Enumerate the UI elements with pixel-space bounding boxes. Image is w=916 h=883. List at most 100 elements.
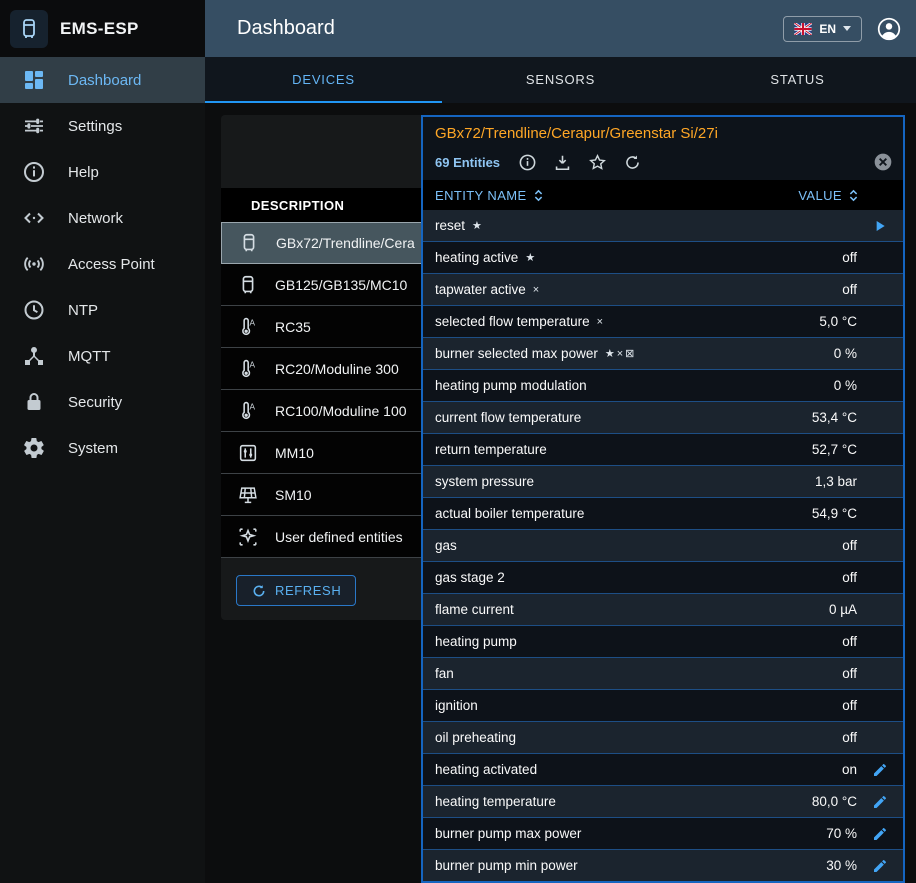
device-full-name: GBx72/Trendline/Cerapur/Greenstar Si/27i — [435, 125, 718, 142]
mixer-icon — [237, 442, 259, 464]
device-name: GB125/GB135/MC10 — [275, 276, 408, 293]
entity-value: 80,0 °C — [811, 794, 857, 809]
entity-row: fan off — [423, 658, 903, 690]
sidebar-item-settings[interactable]: Settings — [0, 103, 205, 149]
sidebar-item-label: Network — [68, 209, 124, 227]
tab-sensors[interactable]: SENSORS — [525, 71, 596, 87]
entity-value: 54,9 °C — [811, 506, 857, 521]
sidebar-item-mqtt[interactable]: MQTT — [0, 333, 205, 379]
entity-row: heating pump off — [423, 626, 903, 658]
entity-name: oil preheating — [435, 730, 517, 745]
sidebar-item-help[interactable]: Help — [0, 149, 205, 195]
sidebar-item-label: Access Point — [68, 255, 155, 273]
tab-status[interactable]: STATUS — [770, 71, 825, 87]
edit-icon[interactable] — [872, 794, 888, 810]
svg-text:A: A — [249, 318, 255, 327]
device-name: User defined entities — [275, 528, 403, 545]
edit-icon[interactable] — [872, 762, 888, 778]
entity-name: heating active — [435, 250, 519, 265]
page-title: Dashboard — [237, 17, 335, 39]
entity-name: return temperature — [435, 442, 547, 457]
entity-action-cell — [857, 794, 903, 810]
sidebar-item-label: MQTT — [68, 347, 111, 365]
tab-bar: DEVICES SENSORS STATUS — [205, 57, 916, 103]
entities-count: 69 Entities — [435, 154, 501, 170]
sort-name-icon[interactable] — [531, 188, 546, 203]
sidebar-item-label: Help — [68, 163, 99, 181]
sidebar-item-ntp[interactable]: NTP — [0, 287, 205, 333]
svg-text:A: A — [249, 360, 255, 369]
entity-name: system pressure — [435, 474, 535, 489]
sidebar-item-label: System — [68, 439, 119, 457]
entity-row: oil preheating off — [423, 722, 903, 754]
entity-name: fan — [435, 666, 454, 681]
entity-name: burner pump max power — [435, 826, 582, 841]
chevron-down-icon — [843, 26, 851, 31]
device-name: SM10 — [275, 486, 312, 503]
entity-value: 0 µA — [828, 602, 857, 617]
entity-name-column-header: ENTITY NAME — [435, 187, 527, 203]
svg-text:A: A — [249, 402, 255, 411]
entity-flag-icons: ★ — [472, 220, 484, 232]
refresh-button[interactable]: REFRESH — [236, 575, 357, 606]
entity-value: off — [842, 698, 857, 713]
entity-name: burner pump min power — [435, 858, 578, 873]
gear-icon — [22, 436, 46, 460]
entity-row: reset ★ — [423, 210, 903, 242]
entity-value: 1,3 bar — [814, 474, 857, 489]
entity-row: heating active ★ off — [423, 242, 903, 274]
download-icon[interactable] — [553, 153, 572, 172]
info-icon[interactable] — [518, 153, 537, 172]
tab-devices[interactable]: DEVICES — [205, 57, 442, 103]
entity-name: heating pump — [435, 634, 517, 649]
custom-entities-icon — [237, 526, 259, 548]
tune-icon — [22, 114, 46, 138]
lock-icon — [22, 390, 46, 414]
solar-icon — [237, 484, 259, 506]
entity-action-cell — [857, 762, 903, 778]
entity-name: heating temperature — [435, 794, 556, 809]
entity-name: current flow temperature — [435, 410, 582, 425]
entity-name: burner selected max power — [435, 346, 598, 361]
device-name: RC100/Moduline 100 — [275, 402, 407, 419]
boiler-icon — [237, 274, 259, 296]
entity-name: reset — [435, 218, 466, 233]
entity-value: off — [842, 666, 857, 681]
account-icon[interactable] — [876, 16, 902, 42]
entity-row: burner pump min power 30 % — [423, 850, 903, 881]
thermostat-icon: A — [237, 400, 259, 422]
reload-icon[interactable] — [623, 153, 642, 172]
entity-value: 53,4 °C — [811, 410, 857, 425]
language-selector[interactable]: EN — [783, 15, 862, 42]
boiler-icon — [238, 232, 260, 254]
sidebar-item-label: Settings — [68, 117, 123, 135]
sidebar-item-label: NTP — [68, 301, 98, 319]
app-title: EMS-ESP — [60, 18, 139, 38]
sidebar-item-access-point[interactable]: Access Point — [0, 241, 205, 287]
entity-row: burner selected max power ★×⊠ 0 % — [423, 338, 903, 370]
entity-value: off — [842, 730, 857, 745]
entity-value: on — [841, 762, 857, 777]
entity-value: off — [842, 250, 857, 265]
sidebar-item-network[interactable]: Network — [0, 195, 205, 241]
entity-value: 0 % — [833, 346, 857, 361]
sidebar-item-label: Security — [68, 393, 123, 411]
entity-value: off — [842, 538, 857, 553]
entity-row: heating temperature 80,0 °C — [423, 786, 903, 818]
entity-row: flame current 0 µA — [423, 594, 903, 626]
sidebar-item-system[interactable]: System — [0, 425, 205, 471]
sort-value-icon[interactable] — [846, 188, 861, 203]
close-icon[interactable] — [873, 152, 893, 172]
sidebar-item-security[interactable]: Security — [0, 379, 205, 425]
edit-icon[interactable] — [872, 858, 888, 874]
sidebar-item-dashboard[interactable]: Dashboard — [0, 57, 205, 103]
entity-table: reset ★ heating active ★ off tapwater active ×… — [423, 210, 903, 881]
refresh-icon — [253, 584, 265, 596]
run-command-icon[interactable] — [872, 218, 888, 234]
entity-name: flame current — [435, 602, 514, 617]
app-logo: EMS-ESP — [0, 0, 205, 57]
entity-action-cell — [857, 826, 903, 842]
edit-icon[interactable] — [872, 826, 888, 842]
favorite-star-icon[interactable] — [588, 153, 607, 172]
entity-flag-icons: ★ — [525, 252, 538, 264]
